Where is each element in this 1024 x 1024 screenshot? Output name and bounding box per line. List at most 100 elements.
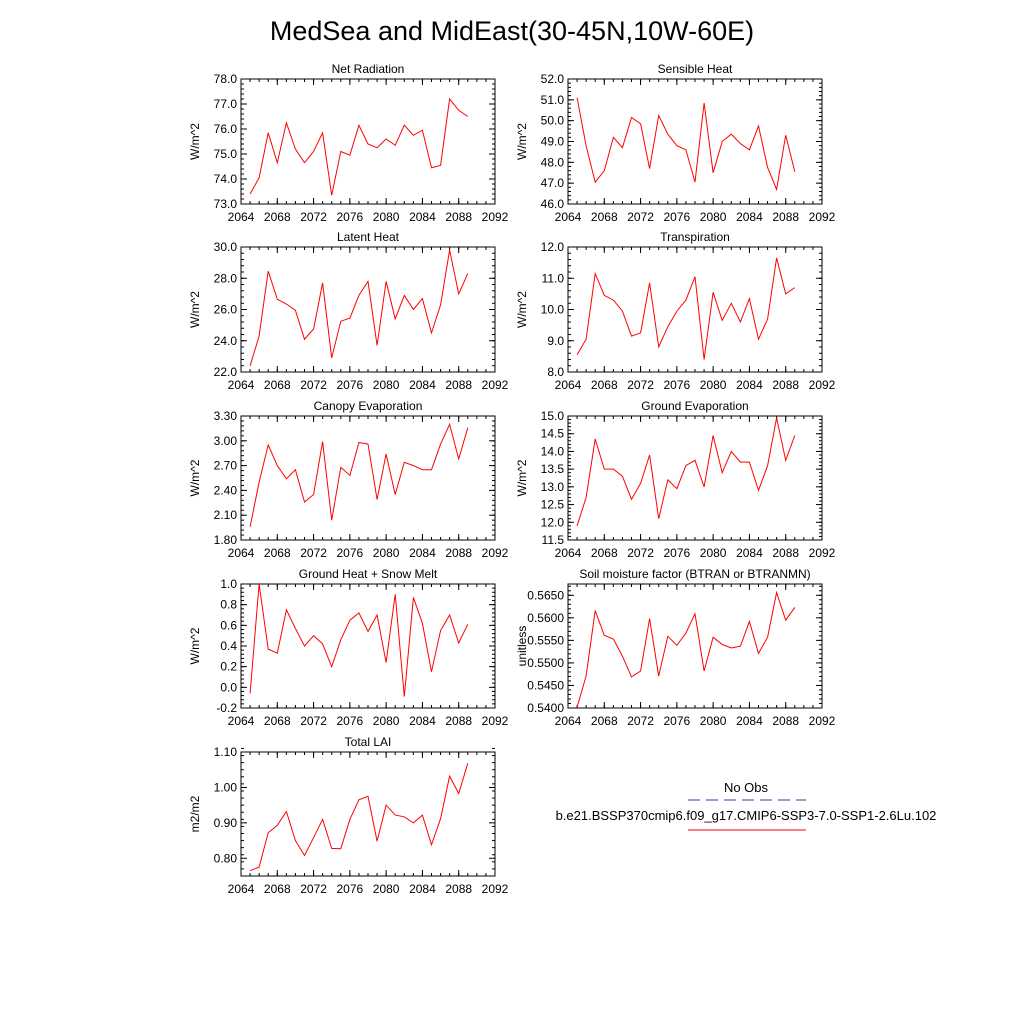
x-tick-label: 2064	[555, 714, 582, 728]
y-tick-label: 14.5	[541, 427, 565, 441]
panel-net-radiation-frame	[240, 78, 496, 205]
y-tick-label: 26.0	[214, 303, 238, 317]
panel-latent-heat: Latent Heat W/m^2 22.0 24.0 26.0 28.0 30.0 2064…	[188, 230, 509, 392]
x-tick-label: 2076	[337, 882, 364, 896]
panel-title: Transpiration	[660, 230, 730, 244]
y-tick-label: 2.10	[214, 508, 238, 522]
x-tick-label: 2068	[264, 714, 291, 728]
y-tick-label: 11.5	[542, 533, 565, 547]
x-tick-label: 2064	[555, 378, 582, 392]
x-tick-label: 2084	[736, 546, 763, 560]
panel-sensible-heat: Sensible Heat W/m^2 46.0 47.0 48.0 49.0 50.0 51…	[515, 62, 836, 224]
x-tick-label: 2064	[228, 882, 255, 896]
x-tick-label: 2084	[736, 210, 763, 224]
panel-total-lai-frame	[240, 751, 496, 877]
x-tick-label: 2080	[373, 714, 400, 728]
panel-title: Sensible Heat	[658, 62, 733, 76]
y-tick-label: 73.0	[214, 197, 238, 211]
y-tick-label: 46.0	[541, 197, 565, 211]
x-tick-label: 2072	[627, 378, 654, 392]
x-tick-label: 2072	[300, 210, 327, 224]
series-line	[249, 763, 469, 872]
y-tick-label: 51.0	[541, 93, 565, 107]
x-tick-label: 2068	[591, 378, 618, 392]
series-line	[249, 583, 469, 697]
panel-canopy-evaporation: Canopy Evaporation W/m^2 1.80 2.10 2.40 2.70 3…	[188, 399, 509, 560]
x-tick-label: 2076	[337, 546, 364, 560]
y-tick-label: 77.0	[214, 97, 238, 111]
y-tick-label: 3.00	[214, 434, 238, 448]
x-tick-label: 2084	[409, 882, 436, 896]
y-tick-label: 12.0	[541, 240, 565, 254]
panel-title: Total LAI	[345, 735, 392, 749]
x-tick-label: 2088	[445, 714, 472, 728]
x-tick-label: 2064	[555, 546, 582, 560]
x-tick-label: 2072	[300, 882, 327, 896]
x-tick-label: 2076	[664, 714, 691, 728]
y-tick-label: 0.80	[214, 851, 238, 865]
panels: Net Radiation W/m^2 73.0 74.0 75.0 76.0 77.0 78…	[188, 62, 836, 896]
y-tick-label: 15.0	[541, 409, 565, 423]
x-tick-label: 2064	[228, 210, 255, 224]
y-tick-label: 0.8	[220, 598, 237, 612]
figure-title: MedSea and MidEast(30-45N,10W-60E)	[270, 16, 754, 46]
x-tick-label: 2076	[664, 210, 691, 224]
y-axis-label: W/m^2	[515, 459, 529, 496]
legend: No Obs b.e21.BSSP370cmip6.f09_g17.CMIP6-…	[556, 780, 936, 831]
x-tick-label: 2088	[772, 714, 799, 728]
panel-net-radiation: Net Radiation W/m^2 73.0 74.0 75.0 76.0 77.0 78…	[188, 62, 509, 224]
y-tick-label: 0.5400	[527, 701, 564, 715]
x-tick-label: 2092	[482, 882, 509, 896]
y-tick-label: 0.6	[220, 618, 237, 632]
x-tick-label: 2080	[373, 378, 400, 392]
x-tick-label: 2068	[591, 546, 618, 560]
y-tick-label: 50.0	[541, 114, 565, 128]
panel-title: Latent Heat	[337, 230, 400, 244]
y-tick-label: 75.0	[214, 147, 238, 161]
y-tick-label: 78.0	[214, 72, 238, 86]
x-tick-label: 2092	[482, 546, 509, 560]
y-tick-label: 14.0	[541, 444, 565, 458]
x-tick-label: 2068	[264, 882, 291, 896]
panel-ground-evaporation-frame	[567, 415, 823, 541]
x-tick-label: 2064	[555, 210, 582, 224]
x-tick-label: 2088	[445, 378, 472, 392]
series-line	[576, 97, 796, 192]
y-tick-label: 22.0	[214, 365, 238, 379]
y-tick-label: 28.0	[214, 271, 238, 285]
panel-title: Soil moisture factor (BTRAN or BTRANMN)	[579, 567, 810, 581]
x-tick-label: 2080	[373, 210, 400, 224]
y-tick-label: 0.5650	[527, 588, 564, 602]
x-tick-label: 2072	[300, 546, 327, 560]
y-axis-label: m2/m2	[188, 795, 202, 832]
x-tick-label: 2084	[409, 546, 436, 560]
panel-soil-moisture-factor-btran-or-btranmn-frame	[567, 583, 823, 709]
x-tick-label: 2068	[591, 714, 618, 728]
x-tick-label: 2072	[300, 378, 327, 392]
x-tick-label: 2080	[700, 378, 727, 392]
x-tick-label: 2084	[409, 378, 436, 392]
series-line	[249, 249, 469, 366]
panel-sensible-heat-frame	[567, 78, 823, 205]
x-tick-label: 2080	[373, 882, 400, 896]
y-tick-label: 49.0	[541, 135, 565, 149]
x-tick-label: 2088	[445, 210, 472, 224]
y-tick-label: 1.00	[214, 780, 238, 794]
y-tick-label: 0.5550	[527, 633, 564, 647]
y-tick-label: 0.5450	[527, 678, 564, 692]
x-tick-label: 2084	[736, 714, 763, 728]
y-tick-label: 0.4	[220, 639, 237, 653]
x-tick-label: 2080	[700, 546, 727, 560]
x-tick-label: 2084	[736, 378, 763, 392]
y-tick-label: -0.2	[216, 701, 237, 715]
series-line	[576, 257, 796, 360]
x-tick-label: 2080	[373, 546, 400, 560]
x-tick-label: 2084	[409, 714, 436, 728]
x-tick-label: 2088	[772, 210, 799, 224]
panel-transpiration: Transpiration W/m^2 8.0 9.0 10.0 11.0 12.0 2064…	[515, 230, 836, 392]
x-tick-label: 2076	[337, 378, 364, 392]
y-tick-label: 2.40	[214, 483, 238, 497]
y-axis-label: unitless	[515, 626, 529, 667]
panel-latent-heat-frame	[240, 246, 496, 373]
